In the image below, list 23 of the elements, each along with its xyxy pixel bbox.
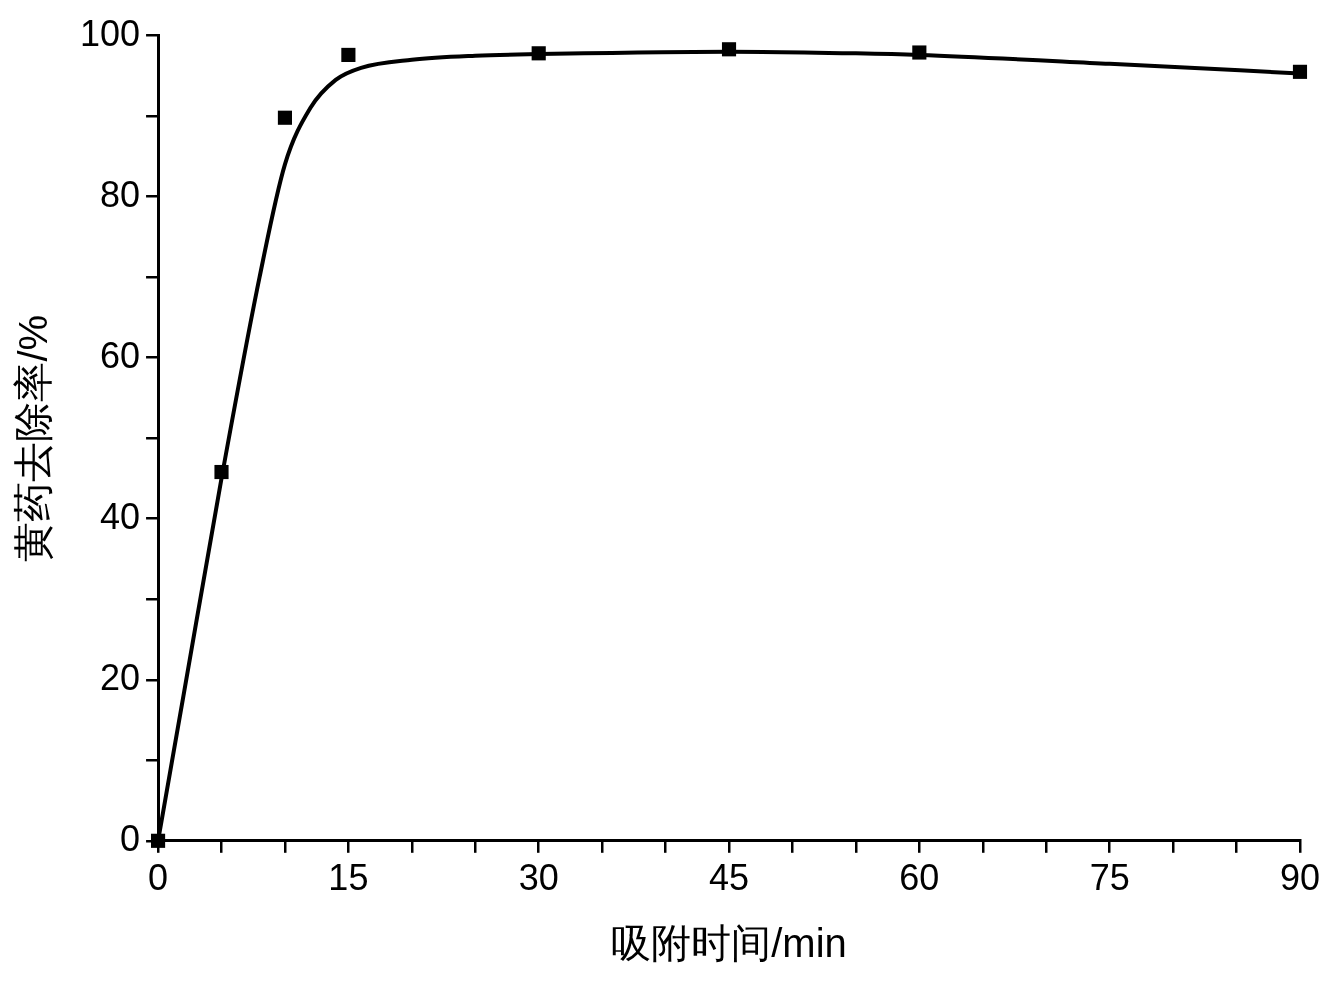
- x-tick-label: 60: [899, 857, 940, 899]
- point: [721, 42, 737, 57]
- point: [277, 110, 293, 125]
- point: [912, 45, 927, 60]
- x-tick-label: 45: [709, 857, 750, 899]
- x-tick-label: 75: [1089, 857, 1130, 899]
- point: [214, 464, 229, 480]
- y-axis-title: 黄药去除率/%: [11, 314, 56, 562]
- y-tick-label: 0: [120, 817, 141, 859]
- x-tick-label: 90: [1279, 857, 1320, 899]
- x-tick-label: 30: [518, 857, 559, 899]
- x-tick-label: 0: [148, 857, 169, 899]
- y-tick-label: 40: [100, 495, 141, 537]
- x-tick-label: 15: [328, 857, 369, 899]
- y-tick-label: 60: [100, 334, 141, 376]
- point: [341, 47, 356, 62]
- point: [150, 833, 166, 848]
- point: [1292, 64, 1308, 79]
- y-tick-label: 20: [100, 656, 141, 698]
- y-tick-label: 80: [100, 173, 141, 215]
- y-tick-label: 100: [79, 12, 141, 54]
- point: [531, 46, 546, 61]
- x-axis-title: 吸附时间/min: [611, 921, 847, 966]
